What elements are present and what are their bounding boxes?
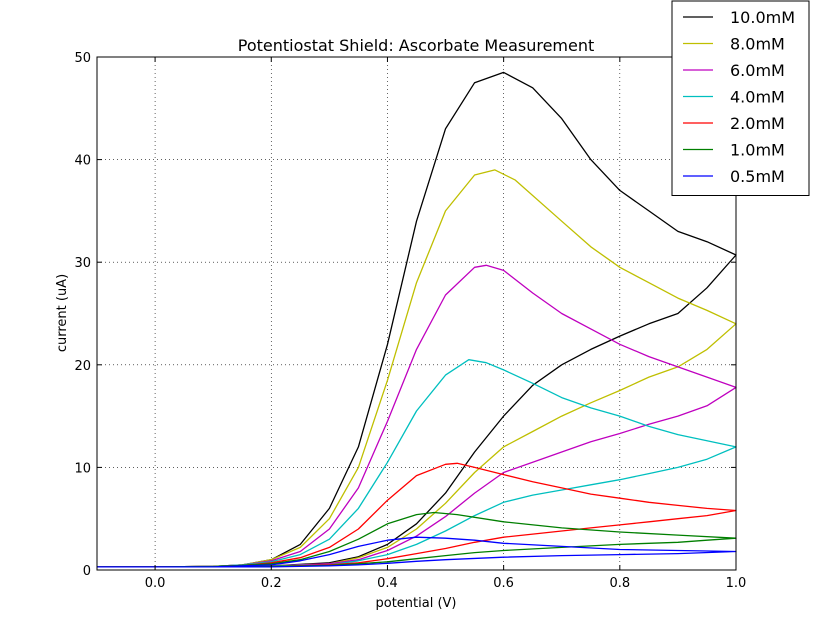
series-line-6.0mM (97, 264, 737, 568)
x-tick-label: 1.0 (726, 576, 747, 591)
legend-label-10.0mM: 10.0mM (730, 8, 795, 27)
legend-label-0.5mM: 0.5mM (730, 167, 785, 186)
x-axis-label: potential (V) (376, 596, 457, 611)
series-line-4.0mM (97, 359, 737, 568)
y-tick-label: 50 (74, 51, 91, 66)
series-line-1.0mM (97, 511, 737, 568)
grid (97, 56, 737, 571)
x-tick-label: 0.2 (261, 576, 282, 591)
series-line-2.0mM (97, 462, 737, 568)
legend-label-8.0mM: 8.0mM (730, 35, 785, 54)
legend-label-2.0mM: 2.0mM (730, 114, 785, 133)
legend-box (671, 0, 810, 196)
x-tick-label: 0.8 (609, 576, 630, 591)
series-line-10.0mM (97, 71, 737, 568)
series-line-8.0mM (97, 169, 737, 568)
x-tick-label: 0.0 (145, 576, 166, 591)
x-tick-label: 0.4 (377, 576, 398, 591)
series-lines (97, 71, 737, 568)
series-line-0.5mM (97, 536, 737, 568)
chart-title: Potentiostat Shield: Ascorbate Measureme… (238, 36, 595, 55)
legend-label-1.0mM: 1.0mM (730, 141, 785, 160)
y-tick-label: 40 (74, 154, 91, 169)
x-tick-label: 0.6 (493, 576, 514, 591)
legend: 10.0mM 8.0mM 6.0mM 4.0mM 2.0mM 1.0mM 0.5mM (671, 0, 810, 196)
legend-label-6.0mM: 6.0mM (730, 61, 785, 80)
legend-label-4.0mM: 4.0mM (730, 88, 785, 107)
axis-ticks: 0.0 0.2 0.4 0.6 0.8 1.0 0 10 20 30 40 50 (74, 51, 746, 591)
y-tick-label: 0 (83, 564, 91, 579)
y-tick-label: 10 (74, 461, 91, 476)
y-tick-label: 20 (74, 359, 91, 374)
plot-frame (96, 56, 737, 571)
y-tick-label: 30 (74, 256, 91, 271)
y-axis-label: current (uA) (55, 274, 70, 352)
